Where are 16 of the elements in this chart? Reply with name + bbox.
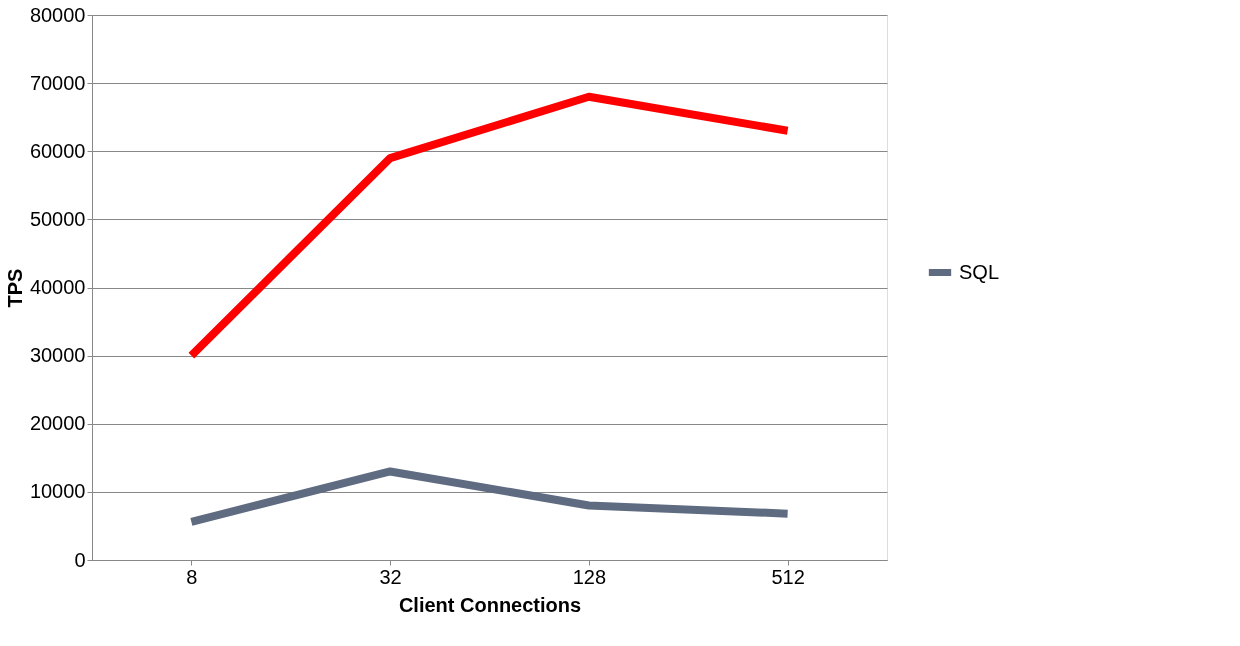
x-tick-label: 512: [771, 565, 805, 588]
y-axis-title: TPS: [3, 268, 26, 308]
y-tick-label: 20000: [29, 412, 86, 435]
y-tick-label: 40000: [29, 276, 86, 298]
y-tick-label: 80000: [29, 3, 86, 26]
x-tick-label: 128: [572, 565, 607, 588]
y-tick-label: 50000: [29, 207, 86, 230]
legend-label: SQL: [959, 260, 1000, 283]
y-tick-label: 0: [74, 548, 86, 571]
x-tick-label: 32: [379, 565, 402, 588]
y-tick-label: 60000: [29, 139, 86, 162]
x-tick-label: 8: [186, 565, 198, 588]
y-tick-label: 30000: [29, 344, 86, 367]
y-tick-label: 70000: [29, 71, 86, 94]
y-tick-label: 10000: [29, 480, 86, 503]
x-axis-title: Client Connections: [398, 593, 582, 616]
